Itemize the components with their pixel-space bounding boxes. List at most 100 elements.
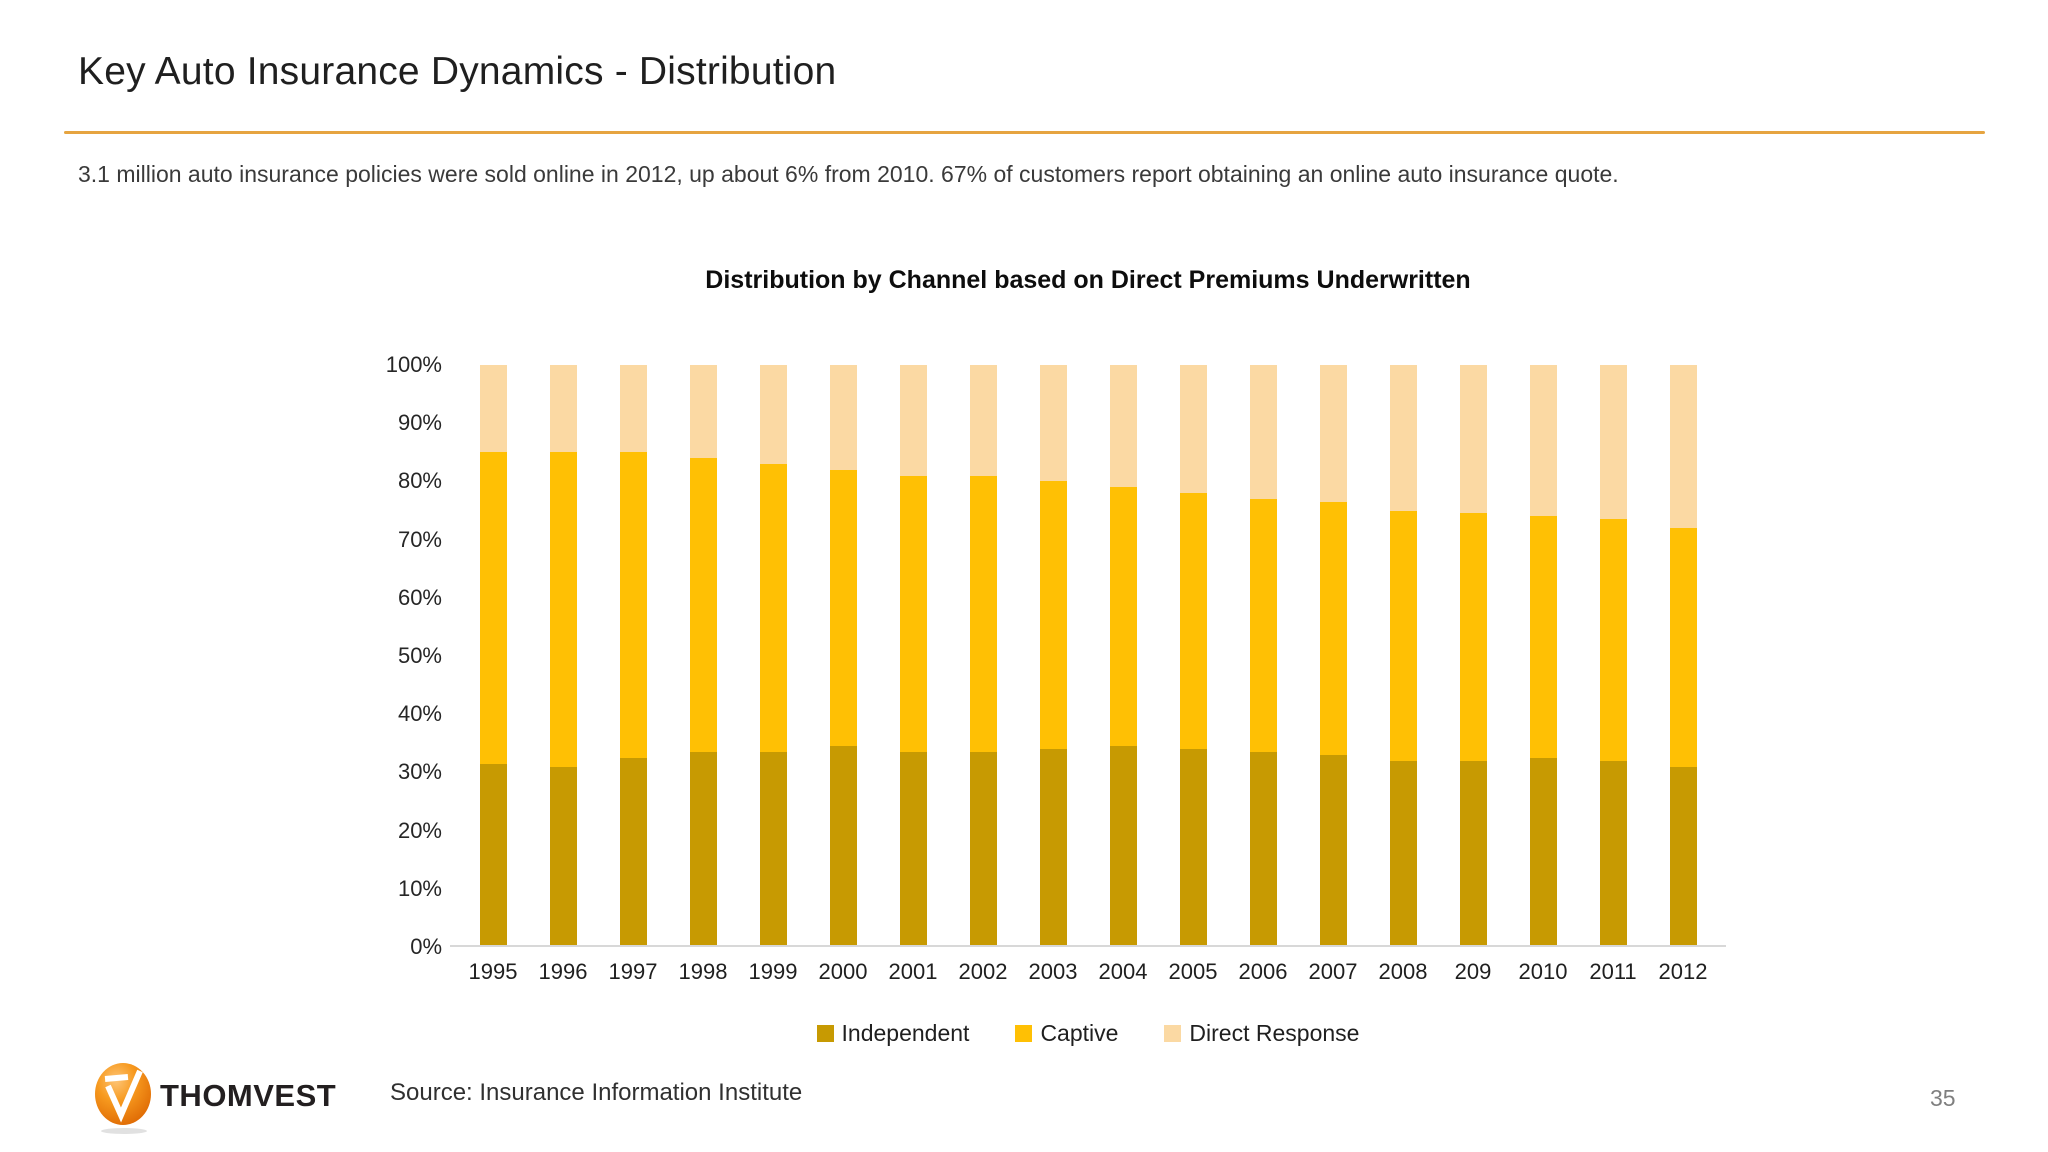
bar-2003 (1018, 365, 1088, 947)
x-tick-label: 2000 (818, 959, 868, 984)
bar-segment-captive (1249, 498, 1277, 753)
bar-segment-captive (689, 458, 717, 753)
bar-segment-captive (549, 452, 577, 767)
bar-segment-direct-response (759, 365, 787, 464)
bar-segment-captive (1389, 510, 1417, 761)
y-tick-label: 10% (397, 875, 442, 901)
source-citation: Source: Insurance Information Institute (390, 1079, 803, 1106)
x-tick-label: 2005 (1168, 959, 1218, 984)
legend-label: Direct Response (1189, 1020, 1360, 1046)
bar-2002 (948, 365, 1018, 947)
x-tick-label: 2001 (888, 959, 938, 984)
bar-segment-direct-response (1669, 365, 1697, 528)
bar-segment-captive (899, 475, 927, 753)
bar-segment-independent (1179, 749, 1207, 947)
bar-segment-direct-response (899, 365, 927, 476)
x-tick-label: 1997 (608, 959, 658, 984)
y-tick-label: 30% (397, 759, 442, 785)
bar-segment-direct-response (689, 365, 717, 459)
bar-segment-direct-response (829, 365, 857, 470)
bar-segment-captive (1529, 516, 1557, 758)
x-tick-label: 2004 (1098, 959, 1148, 984)
bar-segment-captive (479, 452, 507, 764)
legend-swatch-captive (1015, 1025, 1033, 1042)
bar-segment-independent (1669, 766, 1697, 947)
bar-segment-independent (1599, 760, 1627, 947)
x-axis: 1995 1996 1997 1998 1999 2000 2001 2002 2003 2004… (458, 959, 1718, 985)
bar-segment-direct-response (969, 365, 997, 476)
bar-segment-direct-response (549, 365, 577, 453)
bar-2006 (1228, 365, 1298, 947)
y-tick-label: 20% (397, 817, 442, 843)
bar-segment-independent (619, 757, 647, 947)
x-tick-label: 2011 (1589, 959, 1637, 984)
bar-segment-captive (969, 475, 997, 753)
bar-segment-direct-response (1249, 365, 1277, 499)
bar-2008 (1368, 365, 1438, 947)
bar-1995 (458, 365, 528, 947)
x-tick-label: 2010 (1518, 959, 1568, 984)
bar-segment-captive (619, 452, 647, 758)
subtitle-text: 3.1 million auto insurance policies were… (78, 161, 1619, 187)
bar-1998 (668, 365, 738, 947)
bar-segment-captive (1179, 493, 1207, 750)
bar-segment-captive (1039, 481, 1067, 750)
y-tick-label: 50% (397, 643, 442, 668)
x-tick-label: 2002 (958, 959, 1008, 984)
bar-1999 (738, 365, 808, 947)
x-tick-label: 209 (1454, 959, 1492, 984)
bar-1997 (598, 365, 668, 947)
bar-segment-independent (479, 763, 507, 947)
x-tick-label: 2007 (1308, 959, 1358, 984)
x-tick-label: 1998 (678, 959, 728, 984)
bar-segment-direct-response (479, 365, 507, 453)
bar-segment-direct-response (619, 365, 647, 453)
bar-2001 (878, 365, 948, 947)
chart-title: Distribution by Channel based on Direct … (705, 266, 1471, 294)
bar-segment-captive (1599, 519, 1627, 761)
bar-segment-captive (1319, 501, 1347, 755)
legend-label: Independent (841, 1020, 970, 1046)
bar-segment-captive (1109, 487, 1137, 747)
bar-segment-independent (1249, 752, 1277, 947)
bar-segment-direct-response (1389, 365, 1417, 511)
thomvest-logo-icon (94, 1062, 156, 1141)
y-tick-label: 80% (397, 468, 442, 494)
bar-1996 (528, 365, 598, 947)
legend-item-independent: Independent (816, 1020, 970, 1047)
bar-segment-direct-response (1179, 365, 1207, 494)
bar-209 (1438, 365, 1508, 947)
bar-segment-captive (1459, 513, 1487, 761)
bar-2004 (1088, 365, 1158, 947)
page-number: 35 (1930, 1085, 1956, 1111)
bar-segment-independent (759, 752, 787, 947)
x-tick-label: 1996 (538, 959, 588, 984)
bar-segment-independent (1459, 760, 1487, 947)
bar-segment-independent (1039, 749, 1067, 947)
bar-segment-independent (549, 766, 577, 947)
y-tick-label: 100% (385, 352, 442, 377)
bar-segment-captive (1669, 527, 1697, 767)
bar-segment-direct-response (1529, 365, 1557, 517)
bar-2010 (1508, 365, 1578, 947)
legend-swatch-direct-response (1164, 1025, 1182, 1042)
bar-segment-direct-response (1109, 365, 1137, 488)
x-tick-label: 1995 (468, 959, 518, 984)
x-tick-label: 2003 (1028, 959, 1078, 984)
y-axis: 100% 90% 80% 70% 60% 50% 40% 30% 20% 10% 0% (330, 352, 442, 959)
x-axis-baseline (450, 945, 1726, 947)
x-tick-label: 2006 (1238, 959, 1288, 984)
y-tick-label: 70% (397, 526, 442, 552)
bar-segment-independent (1529, 757, 1557, 947)
bar-2011 (1578, 365, 1648, 947)
title-divider-rule (64, 131, 1985, 134)
y-tick-label: 60% (397, 584, 442, 610)
bar-2000 (808, 365, 878, 947)
plot-area (458, 365, 1718, 947)
y-tick-label: 0% (410, 934, 442, 959)
bar-segment-direct-response (1459, 365, 1487, 514)
legend-item-direct-response: Direct Response (1164, 1020, 1359, 1047)
legend-swatch-independent (816, 1025, 834, 1042)
chart-legend: Independent Captive Direct Response (458, 1020, 1718, 1047)
